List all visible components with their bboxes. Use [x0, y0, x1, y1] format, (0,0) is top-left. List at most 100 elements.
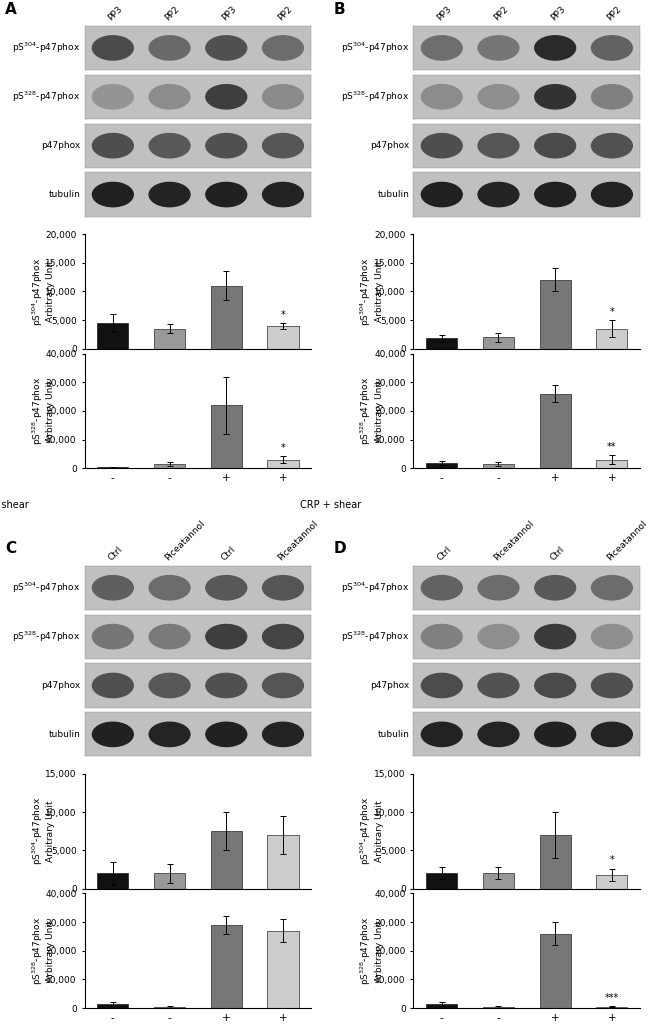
Ellipse shape	[149, 722, 190, 747]
Y-axis label: pS$^{304}$-p47phox
Arbitrary Unit: pS$^{304}$-p47phox Arbitrary Unit	[30, 797, 55, 865]
Y-axis label: p47phox: p47phox	[370, 681, 410, 690]
Bar	[426, 874, 458, 888]
Ellipse shape	[206, 722, 247, 747]
Ellipse shape	[92, 85, 133, 109]
Y-axis label: pS$^{304}$-p47phox: pS$^{304}$-p47phox	[12, 580, 81, 595]
Ellipse shape	[421, 625, 462, 648]
Bar	[483, 337, 514, 348]
Ellipse shape	[263, 85, 304, 109]
Text: PP3: PP3	[436, 4, 454, 23]
Ellipse shape	[478, 85, 519, 109]
Ellipse shape	[535, 36, 576, 60]
Ellipse shape	[535, 722, 576, 747]
Ellipse shape	[592, 722, 632, 747]
Ellipse shape	[92, 722, 133, 747]
Y-axis label: tubulin: tubulin	[49, 730, 81, 739]
Ellipse shape	[592, 673, 632, 698]
Ellipse shape	[478, 673, 519, 698]
Ellipse shape	[535, 182, 576, 207]
Ellipse shape	[149, 36, 190, 60]
Ellipse shape	[206, 576, 247, 600]
Text: Piceatannol: Piceatannol	[492, 519, 536, 562]
Ellipse shape	[92, 36, 133, 60]
Ellipse shape	[263, 625, 304, 648]
Ellipse shape	[263, 182, 304, 207]
Bar	[211, 925, 242, 1008]
Bar	[211, 285, 242, 348]
Bar	[540, 394, 571, 468]
Bar	[596, 875, 627, 888]
Ellipse shape	[263, 576, 304, 600]
Ellipse shape	[535, 625, 576, 648]
Ellipse shape	[478, 722, 519, 747]
Bar	[154, 874, 185, 888]
Bar	[483, 874, 514, 888]
Y-axis label: pS$^{328}$-p47phox
Arbitrary Unit: pS$^{328}$-p47phox Arbitrary Unit	[359, 376, 384, 445]
Y-axis label: p47phox: p47phox	[370, 142, 410, 150]
Text: *: *	[281, 309, 285, 320]
Ellipse shape	[421, 576, 462, 600]
Ellipse shape	[149, 133, 190, 158]
Ellipse shape	[263, 722, 304, 747]
Y-axis label: pS$^{304}$-p47phox
Arbitrary Unit: pS$^{304}$-p47phox Arbitrary Unit	[359, 797, 384, 865]
Ellipse shape	[263, 133, 304, 158]
Bar	[211, 831, 242, 888]
Bar	[483, 1007, 514, 1008]
Bar	[540, 934, 571, 1008]
Ellipse shape	[421, 133, 462, 158]
Y-axis label: p47phox: p47phox	[41, 142, 81, 150]
Ellipse shape	[92, 182, 133, 207]
Y-axis label: pS$^{328}$-p47phox: pS$^{328}$-p47phox	[12, 90, 81, 104]
Text: PP2: PP2	[277, 4, 294, 23]
Bar	[154, 1007, 185, 1008]
Ellipse shape	[92, 133, 133, 158]
Bar	[154, 329, 185, 348]
Ellipse shape	[421, 673, 462, 698]
Ellipse shape	[592, 182, 632, 207]
Bar	[98, 874, 129, 888]
Ellipse shape	[206, 673, 247, 698]
Ellipse shape	[421, 182, 462, 207]
Ellipse shape	[535, 576, 576, 600]
Ellipse shape	[421, 722, 462, 747]
Bar	[540, 280, 571, 348]
Bar	[211, 405, 242, 468]
Text: PP2: PP2	[163, 4, 181, 23]
Ellipse shape	[263, 673, 304, 698]
Ellipse shape	[592, 36, 632, 60]
Bar	[267, 931, 298, 1008]
Y-axis label: tubulin: tubulin	[378, 190, 410, 200]
Y-axis label: pS$^{304}$-p47phox: pS$^{304}$-p47phox	[12, 40, 81, 55]
Bar	[267, 460, 298, 468]
Text: Ctrl: Ctrl	[549, 544, 567, 562]
Y-axis label: tubulin: tubulin	[378, 730, 410, 739]
Bar	[426, 338, 458, 348]
Ellipse shape	[149, 576, 190, 600]
Y-axis label: pS$^{304}$-p47phox: pS$^{304}$-p47phox	[341, 580, 410, 595]
Text: Piceatannol: Piceatannol	[606, 519, 649, 562]
Bar	[426, 463, 458, 468]
Y-axis label: pS$^{328}$-p47phox: pS$^{328}$-p47phox	[341, 630, 410, 644]
Text: C: C	[5, 542, 16, 556]
Text: D: D	[334, 542, 346, 556]
Bar	[98, 323, 129, 348]
Bar	[267, 326, 298, 348]
Ellipse shape	[592, 85, 632, 109]
Text: PP3: PP3	[549, 4, 567, 23]
Text: Piceatannol: Piceatannol	[277, 519, 320, 562]
Text: *: *	[610, 307, 614, 316]
Text: PP3: PP3	[107, 4, 125, 23]
Text: PP2: PP2	[492, 4, 510, 23]
Y-axis label: pS$^{304}$-p47phox: pS$^{304}$-p47phox	[341, 40, 410, 55]
Bar	[154, 464, 185, 468]
Text: ***: ***	[604, 993, 619, 1003]
Text: *: *	[281, 443, 285, 453]
Bar	[540, 835, 571, 888]
Y-axis label: pS$^{304}$-p47phox
Arbitrary Unit: pS$^{304}$-p47phox Arbitrary Unit	[359, 257, 384, 326]
Text: Piceatannol: Piceatannol	[163, 519, 207, 562]
Text: PP2: PP2	[606, 4, 623, 23]
Ellipse shape	[421, 36, 462, 60]
Ellipse shape	[263, 36, 304, 60]
Ellipse shape	[592, 576, 632, 600]
Ellipse shape	[421, 85, 462, 109]
